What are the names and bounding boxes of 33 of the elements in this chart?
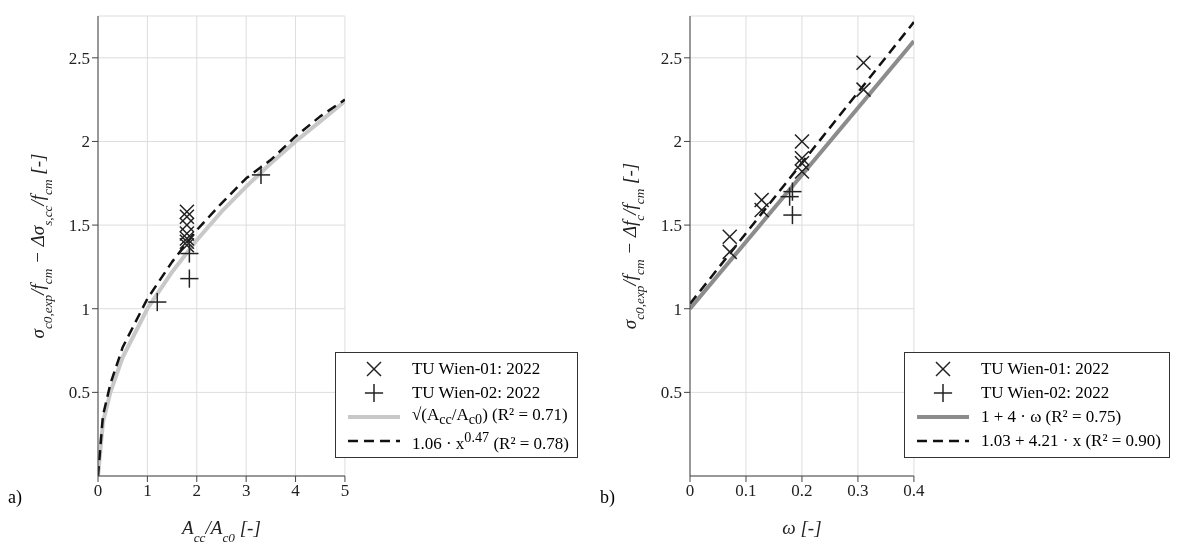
x-tick-label: 0	[685, 481, 695, 501]
x-tick-label: 0.3	[847, 481, 869, 501]
x-tick-label: 0.2	[791, 481, 813, 501]
legend-label: 1.06 · x$^{0.47}$ (R² = 0.78)	[411, 428, 569, 454]
legend-label: 1.03 + 4.21 · x (R² = 0.90)	[980, 431, 1161, 451]
legend-label: √(A$_{cc}$/A$_{c0}$) (R² = 0.71)	[411, 405, 568, 429]
y-tick-label: 1.5	[68, 216, 90, 236]
y-tick-label: 1.5	[660, 216, 682, 236]
x-tick-label: 3	[241, 481, 251, 501]
x-tick-label: 0.4	[903, 481, 926, 501]
legend-label: 1 + 4 · ω (R² = 0.75)	[980, 407, 1122, 427]
x-tick-label: 2	[192, 481, 202, 501]
x-tick-label: 1	[143, 481, 152, 501]
legend-label: TU Wien-01: 2022	[411, 359, 541, 379]
y-tick-label: 0.5	[68, 383, 90, 403]
y-tick-label: 2.5	[660, 48, 682, 68]
y-tick-label: 1	[81, 299, 90, 319]
y-tick-label: 0.5	[660, 383, 682, 403]
legend-label: TU Wien-02: 2022	[411, 383, 541, 403]
x-axis-title: ω [-]	[782, 517, 822, 538]
x-tick-label: 5	[340, 481, 350, 501]
x-tick-label: 0.1	[735, 481, 757, 501]
text: b)	[600, 487, 615, 508]
y-tick-label: 2	[81, 132, 90, 152]
legend-label: TU Wien-02: 2022	[980, 383, 1110, 403]
y-tick-label: 2	[673, 132, 682, 152]
x-axis-title: A$_{cc}$/A$_{c0}$ [-]	[180, 517, 261, 545]
text: a)	[8, 487, 22, 508]
x-tick-label: 0	[93, 481, 103, 501]
legend-label: TU Wien-01: 2022	[980, 359, 1110, 379]
y-tick-label: 1	[673, 299, 682, 319]
x-tick-label: 4	[291, 481, 301, 501]
y-tick-label: 2.5	[68, 48, 90, 68]
